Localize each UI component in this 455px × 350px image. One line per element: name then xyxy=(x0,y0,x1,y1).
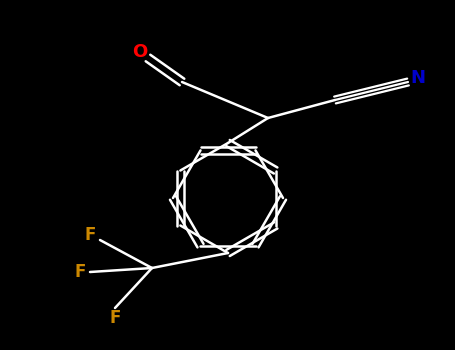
Text: F: F xyxy=(74,263,86,281)
Text: F: F xyxy=(109,309,121,327)
Text: F: F xyxy=(84,226,96,244)
Text: N: N xyxy=(410,69,425,87)
Text: O: O xyxy=(132,43,147,61)
